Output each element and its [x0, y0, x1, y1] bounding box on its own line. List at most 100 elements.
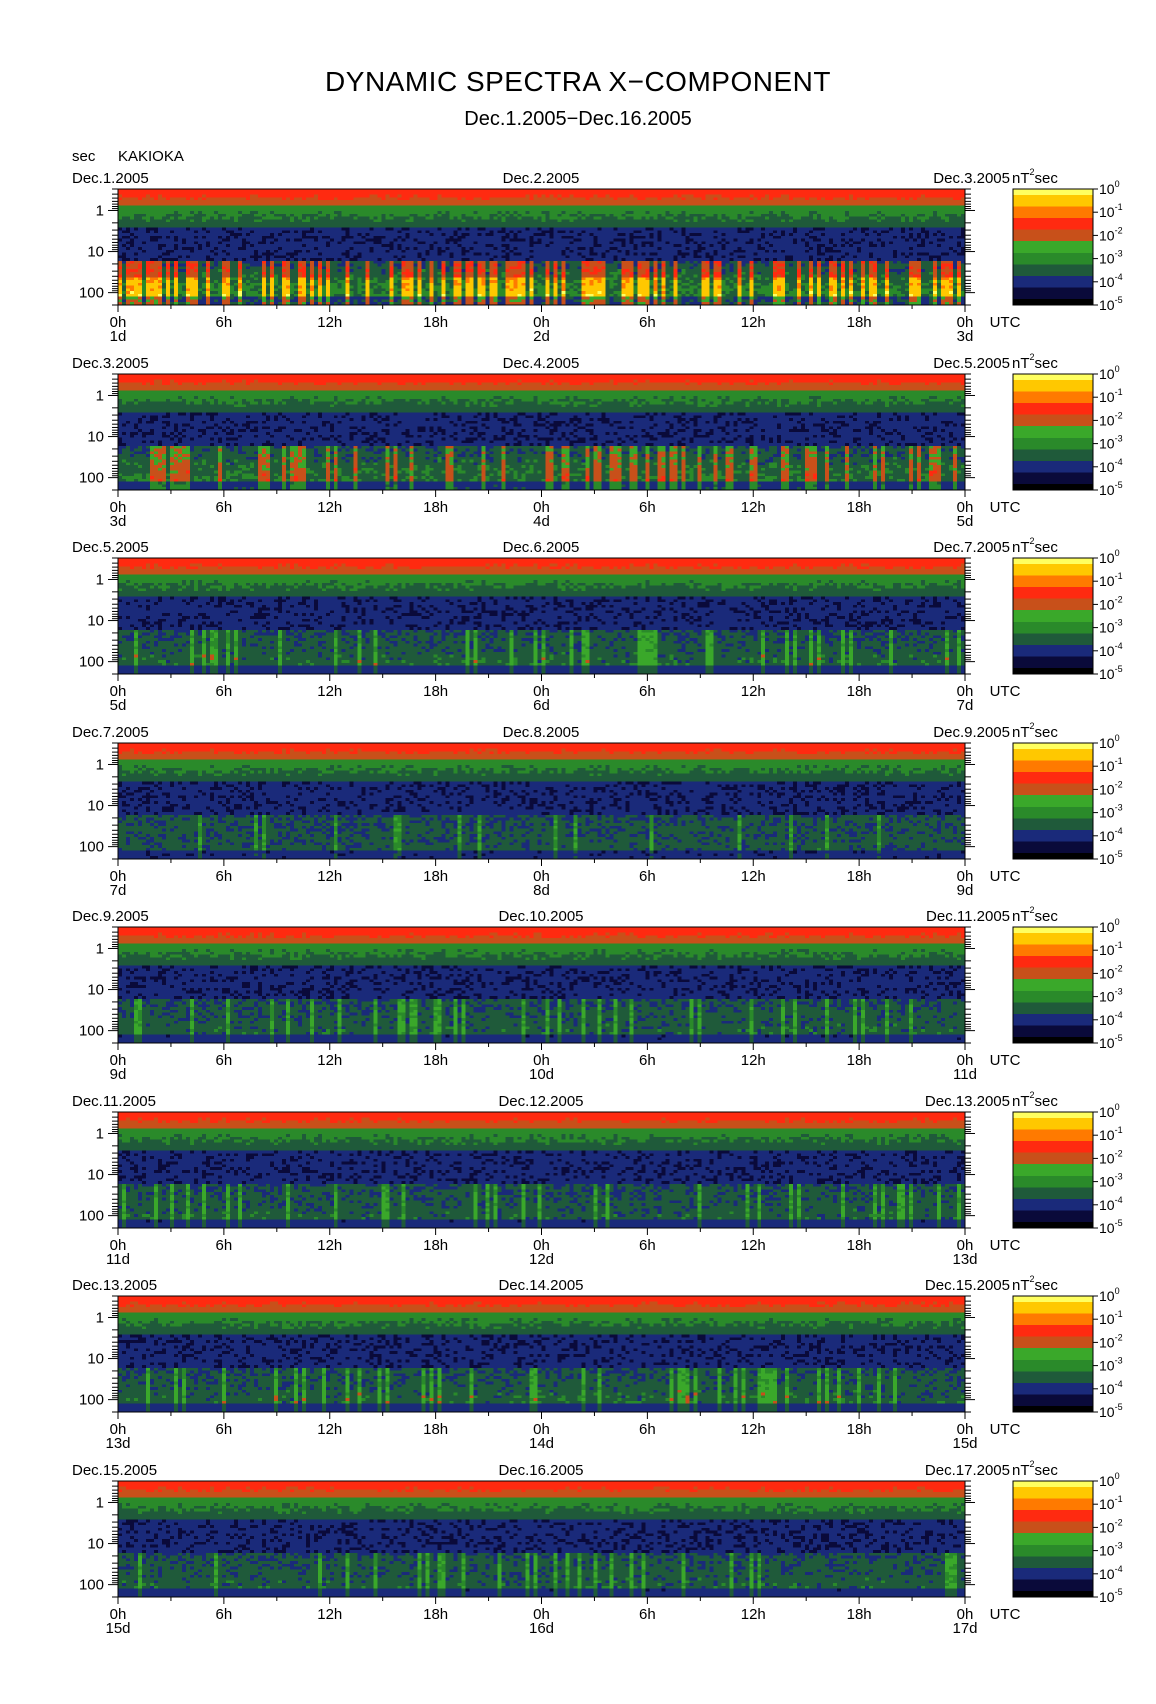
spectrum-panel-4: Dec.7.2005 Dec.8.2005 Dec.9.2005 nT2sec1101…: [72, 721, 1123, 899]
x-tick-label: 18h: [423, 683, 448, 700]
panel-date-left: Dec.9.2005: [72, 908, 149, 925]
panel-date-left: Dec.13.2005: [72, 1277, 157, 1294]
colorbar-tick-exponent: -4: [1115, 1195, 1123, 1205]
colorbar-tick-base: 10: [1099, 735, 1115, 751]
x-axis-ticks: [118, 1597, 965, 1604]
x-tick-label: 18h: [847, 314, 872, 331]
colorbar-tick-base: 10: [1099, 1589, 1115, 1605]
panel-date-mid: Dec.8.2005: [503, 724, 580, 741]
panel-date-right: Dec.3.2005: [933, 170, 1010, 187]
day-label-left: 15d: [105, 1620, 130, 1637]
colorbar-tick-label: 10-1: [1099, 756, 1123, 774]
colorbar-tick-label: 10-2: [1099, 225, 1123, 243]
x-axis-ticks: [118, 1228, 965, 1235]
panel-date-right: Dec.17.2005: [925, 1462, 1010, 1479]
y-tick-label: 1: [96, 571, 104, 588]
colorbar-tick-exponent: -3: [1115, 434, 1123, 444]
x-tick-label: 12h: [317, 683, 342, 700]
colorbar-tick-base: 10: [1099, 1035, 1115, 1051]
colorbar-tick-exponent: 0: [1115, 1286, 1120, 1296]
y-tick-label: 100: [79, 1023, 104, 1040]
colorbar-tick-label: 10-3: [1099, 434, 1123, 452]
colorbar-tick-exponent: -1: [1115, 1309, 1123, 1319]
colorbar-tick-label: 10-5: [1099, 295, 1123, 313]
day-label-left: 5d: [110, 697, 127, 714]
colorbar-tick-label: 10-2: [1099, 779, 1123, 797]
y-tick-label: 1: [96, 756, 104, 773]
colorbar-tick-label: 10-5: [1099, 664, 1123, 682]
x-tick-label: 6h: [216, 1052, 233, 1069]
x-tick-label: 6h: [216, 1606, 233, 1623]
panel-date-mid: Dec.4.2005: [503, 355, 580, 372]
colorbar-tick-label: 10-3: [1099, 1356, 1123, 1374]
y-tick-label: 100: [79, 839, 104, 856]
colorbar-tick-exponent: -5: [1115, 664, 1123, 674]
x-tick-label: 6h: [216, 314, 233, 331]
colorbar-tick-exponent: -4: [1115, 272, 1123, 282]
day-label-mid: 8d: [533, 882, 550, 899]
colorbar-tick-base: 10: [1099, 1150, 1115, 1166]
colorbar: [1013, 558, 1093, 675]
x-tick-label: 18h: [423, 1606, 448, 1623]
colorbar-tick-exponent: -4: [1115, 1379, 1123, 1389]
day-label-left: 11d: [106, 1251, 130, 1268]
panel-date-left: Dec.1.2005: [72, 170, 149, 187]
colorbar-tick-exponent: -2: [1115, 594, 1123, 604]
x-tick-label: 18h: [423, 1052, 448, 1069]
colorbar-tick-label: 10-1: [1099, 940, 1123, 958]
colorbar-tick-label: 10-3: [1099, 1541, 1123, 1559]
colorbar-tick-exponent: 0: [1115, 917, 1120, 927]
panel-date-mid: Dec.16.2005: [498, 1462, 583, 1479]
colorbar-tick-exponent: -4: [1115, 1010, 1123, 1020]
spectrum-panel-1: Dec.1.2005 Dec.2.2005 Dec.3.2005 nT2sec1101…: [72, 167, 1123, 345]
x-tick-label: 12h: [317, 1237, 342, 1254]
colorbar-tick-exponent: -4: [1115, 641, 1123, 651]
x-axis-ticks: [118, 859, 965, 866]
colorbar-tick-exponent: 0: [1115, 1102, 1120, 1112]
colorbar-tick-base: 10: [1099, 1012, 1115, 1028]
x-tick-label: 6h: [639, 868, 656, 885]
colorbar-unit-label: nT2sec: [1012, 905, 1058, 925]
panel-date-left: Dec.7.2005: [72, 724, 149, 741]
colorbar-tick-label: 10-3: [1099, 987, 1123, 1005]
utc-label: UTC: [990, 868, 1021, 885]
colorbar-tick-label: 10-3: [1099, 618, 1123, 636]
colorbar-tick-exponent: -4: [1115, 457, 1123, 467]
panel-date-mid: Dec.2.2005: [503, 170, 580, 187]
colorbar-tick-label: 10-5: [1099, 1402, 1123, 1420]
colorbar-tick-label: 10-2: [1099, 963, 1123, 981]
day-label-right: 11d: [953, 1066, 977, 1083]
day-label-left: 1d: [110, 328, 127, 345]
colorbar-tick-exponent: 0: [1115, 364, 1120, 374]
y-tick-label: 1: [96, 1309, 104, 1326]
colorbar-tick-exponent: -2: [1115, 225, 1123, 235]
y-tick-label: 1: [96, 940, 104, 957]
spectrum-heatmap: [118, 1112, 966, 1229]
day-label-left: 3d: [110, 513, 127, 530]
x-tick-label: 18h: [847, 499, 872, 516]
day-label-right: 9d: [957, 882, 974, 899]
utc-label: UTC: [990, 683, 1021, 700]
x-tick-label: 18h: [847, 1606, 872, 1623]
colorbar-tick-label: 10-1: [1099, 387, 1123, 405]
colorbar-unit-label: nT2sec: [1012, 167, 1058, 187]
day-label-right: 15d: [952, 1435, 977, 1452]
panel-date-right: Dec.11.2005: [926, 908, 1010, 925]
spectrum-heatmap: [118, 743, 966, 860]
colorbar-tick-label: 10-2: [1099, 410, 1123, 428]
spectrum-heatmap: [118, 927, 966, 1044]
colorbar-tick-label: 10-2: [1099, 1148, 1123, 1166]
colorbar-tick-base: 10: [1099, 573, 1115, 589]
colorbar-tick-label: 10-4: [1099, 1564, 1123, 1582]
day-label-left: 9d: [110, 1066, 127, 1083]
colorbar-tick-base: 10: [1099, 297, 1115, 313]
colorbar-tick-base: 10: [1099, 181, 1115, 197]
x-axis-ticks: [118, 674, 965, 681]
colorbar: [1013, 743, 1093, 860]
colorbar-tick-exponent: -4: [1115, 826, 1123, 836]
x-tick-label: 6h: [639, 1421, 656, 1438]
day-label-right: 5d: [957, 513, 974, 530]
colorbar-tick-base: 10: [1099, 1197, 1115, 1213]
colorbar-tick-label: 100: [1099, 1102, 1120, 1120]
